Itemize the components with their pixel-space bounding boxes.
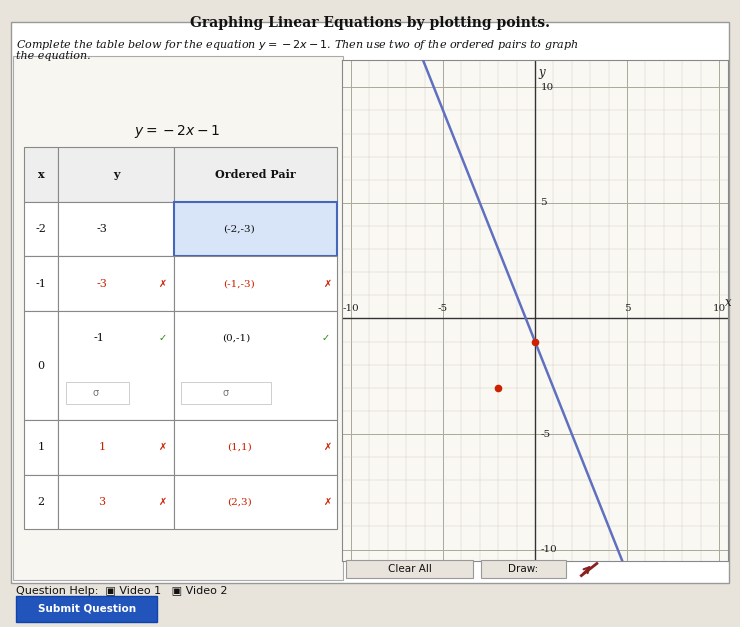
FancyBboxPatch shape	[174, 256, 337, 311]
FancyBboxPatch shape	[174, 420, 337, 475]
FancyBboxPatch shape	[24, 256, 58, 311]
FancyBboxPatch shape	[58, 256, 174, 311]
Text: Submit Question: Submit Question	[38, 604, 135, 614]
Text: Graphing Linear Equations by plotting points.: Graphing Linear Equations by plotting po…	[190, 16, 550, 29]
Text: -2: -2	[36, 224, 47, 234]
Text: -10: -10	[343, 303, 360, 313]
Text: ✗: ✗	[159, 497, 167, 507]
Text: -5: -5	[438, 303, 448, 313]
FancyBboxPatch shape	[13, 56, 343, 580]
Text: the equation.: the equation.	[16, 51, 91, 61]
Text: -5: -5	[540, 429, 551, 438]
Text: ✗: ✗	[324, 443, 332, 452]
Text: 10: 10	[540, 83, 554, 92]
Text: ✗: ✗	[324, 497, 332, 507]
FancyBboxPatch shape	[24, 475, 58, 529]
Text: ✗: ✗	[324, 279, 332, 288]
Text: (0,-1): (0,-1)	[222, 334, 250, 343]
FancyBboxPatch shape	[58, 475, 174, 529]
Text: y: y	[112, 169, 119, 180]
Text: (-2,-3): (-2,-3)	[223, 224, 255, 234]
FancyBboxPatch shape	[58, 420, 174, 475]
Text: x: x	[724, 296, 731, 309]
Text: ✗: ✗	[159, 443, 167, 452]
Text: 2: 2	[37, 497, 44, 507]
FancyBboxPatch shape	[174, 202, 337, 256]
FancyBboxPatch shape	[174, 475, 337, 529]
Text: 5: 5	[624, 303, 630, 313]
Text: 1: 1	[98, 443, 106, 452]
Text: -1: -1	[93, 334, 104, 343]
Text: 10: 10	[713, 303, 726, 313]
FancyBboxPatch shape	[58, 202, 174, 256]
Text: ✓: ✓	[159, 334, 167, 343]
Text: Draw:: Draw:	[508, 564, 539, 574]
FancyBboxPatch shape	[481, 561, 566, 578]
Text: σ: σ	[223, 388, 229, 398]
Text: -3: -3	[97, 279, 107, 288]
Text: 5: 5	[540, 198, 547, 208]
Text: 0: 0	[37, 361, 44, 371]
Text: ✓: ✓	[322, 334, 329, 343]
FancyBboxPatch shape	[174, 147, 337, 202]
FancyBboxPatch shape	[58, 311, 174, 420]
FancyBboxPatch shape	[58, 147, 174, 202]
Text: -10: -10	[540, 545, 557, 554]
Text: (1,1): (1,1)	[226, 443, 252, 452]
Text: Clear All: Clear All	[388, 564, 431, 574]
Text: Question Help:  ▣ Video 1   ▣ Video 2: Question Help: ▣ Video 1 ▣ Video 2	[16, 586, 228, 596]
Text: 1: 1	[37, 443, 44, 452]
Text: (-1,-3): (-1,-3)	[223, 279, 255, 288]
FancyBboxPatch shape	[11, 22, 729, 583]
Text: $y = -2x - 1$: $y = -2x - 1$	[135, 123, 221, 140]
Text: Ordered Pair: Ordered Pair	[215, 169, 296, 180]
Text: Complete the table below for the equation $y = -2x - 1$. Then use two of the ord: Complete the table below for the equatio…	[16, 38, 579, 51]
Text: (2,3): (2,3)	[226, 497, 252, 507]
Text: σ: σ	[92, 388, 98, 398]
FancyBboxPatch shape	[174, 311, 337, 420]
Text: 3: 3	[98, 497, 106, 507]
Text: -1: -1	[36, 279, 47, 288]
Text: y: y	[538, 66, 545, 80]
FancyBboxPatch shape	[181, 381, 271, 404]
FancyBboxPatch shape	[24, 202, 58, 256]
FancyBboxPatch shape	[346, 561, 473, 578]
FancyBboxPatch shape	[24, 311, 58, 420]
Text: ✗: ✗	[159, 279, 167, 288]
FancyBboxPatch shape	[24, 420, 58, 475]
FancyBboxPatch shape	[16, 596, 157, 622]
Text: x: x	[38, 169, 44, 180]
FancyBboxPatch shape	[66, 381, 130, 404]
Text: -3: -3	[97, 224, 107, 234]
FancyBboxPatch shape	[24, 147, 58, 202]
